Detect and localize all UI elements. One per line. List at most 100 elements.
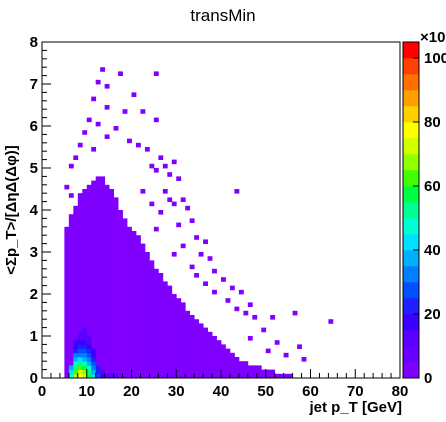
- heatmap-column: [118, 210, 123, 378]
- heatmap-cell: [243, 310, 249, 316]
- heatmap-column: [104, 184, 110, 378]
- heatmap-cell-high: [100, 369, 106, 375]
- heatmap-column: [212, 336, 217, 378]
- heatmap-column: [171, 294, 177, 378]
- x-tick-label: 40: [213, 383, 230, 400]
- heatmap-cell-high: [91, 361, 97, 366]
- heatmap-cell-high: [91, 357, 97, 362]
- heatmap-cell-high: [77, 373, 83, 379]
- heatmap-cell: [82, 130, 88, 135]
- colorbar-axis: 0 20 40 60 80 100: [413, 50, 446, 387]
- heatmap-column: [194, 319, 200, 378]
- x-tick-label: 60: [302, 383, 319, 400]
- colorbar-segment: [403, 42, 419, 59]
- heatmap-cell-high: [82, 331, 88, 337]
- heatmap-cell-high: [86, 336, 92, 341]
- heatmap-cell-high: [86, 340, 92, 345]
- heatmap-cell-high: [109, 373, 115, 379]
- heatmap-cell: [261, 327, 267, 333]
- heatmap-column: [82, 189, 88, 378]
- colorbar-segment: [403, 154, 419, 171]
- heatmap-column: [288, 373, 294, 378]
- heatmap-cell: [153, 71, 159, 76]
- heatmap-cell: [77, 142, 83, 148]
- x-axis-label: jet p_T [GeV]: [308, 399, 402, 416]
- colorbar-segment: [403, 58, 419, 75]
- heatmap-cell-high: [82, 369, 88, 375]
- heatmap-cell-high: [77, 340, 83, 345]
- heatmap-column: [77, 193, 83, 378]
- heatmap-cell-high: [82, 327, 88, 333]
- heatmap-cell: [212, 268, 217, 274]
- colorbar-segment: [403, 314, 419, 331]
- heatmap-cell: [127, 138, 132, 144]
- heatmap-cell: [265, 348, 271, 354]
- heatmap-column: [207, 331, 213, 378]
- heatmap-cell-high: [73, 357, 79, 362]
- x-tick-label: 10: [78, 383, 95, 400]
- y-tick-label: 8: [30, 34, 38, 51]
- heatmap-cell-high: [68, 373, 74, 379]
- heatmap-column: [203, 327, 208, 378]
- heatmap-column: [95, 176, 101, 378]
- colorbar-segment: [403, 250, 419, 267]
- heatmap-cell-high: [77, 344, 83, 349]
- heatmap-cell-high: [86, 373, 92, 379]
- heatmap-cell: [328, 319, 334, 324]
- heatmap-column: [238, 361, 244, 378]
- heatmap-cell: [140, 189, 146, 194]
- heatmap-cell-high: [86, 357, 92, 362]
- heatmap-cell-high: [82, 357, 88, 362]
- heatmap-cell-high: [91, 352, 97, 358]
- x-axis: 0 10 20 30 40 50 60 70 80: [38, 369, 408, 400]
- heatmap-cell-high: [86, 352, 92, 358]
- heatmap-cell: [100, 67, 106, 72]
- heatmap-cell-high: [68, 369, 74, 375]
- heatmap-column: [225, 348, 231, 378]
- heatmap-cell-high: [91, 373, 97, 379]
- heatmap-cell: [203, 239, 208, 244]
- heatmap-column: [252, 365, 258, 378]
- colorbar-segment: [403, 234, 419, 251]
- heatmap-cell: [68, 163, 74, 169]
- y-axis-label: <Σp_T>/[ΔηΔ(Δφ)]: [3, 145, 20, 275]
- heatmap-cell: [162, 189, 168, 194]
- heatmap-cell-high: [91, 348, 97, 354]
- heatmap-cell-high: [86, 369, 92, 375]
- heatmap-cell: [113, 126, 119, 131]
- heatmap-cell-high: [82, 348, 88, 354]
- heatmap-column: [91, 180, 97, 378]
- heatmap-column: [167, 285, 173, 378]
- heatmap-column: [261, 369, 267, 378]
- heatmap-cell: [144, 147, 150, 152]
- heatmap-cell-high: [77, 361, 83, 366]
- heatmap-cell: [167, 172, 173, 177]
- y-tick-label: 0: [30, 370, 38, 387]
- heatmap-cell-high: [77, 336, 83, 341]
- heatmap-cell-high: [82, 365, 88, 370]
- heatmap-cell: [270, 315, 276, 320]
- heatmap-column: [265, 369, 271, 378]
- colorbar-segment: [403, 106, 419, 123]
- heatmap-cells: [64, 67, 334, 379]
- heatmap-cell: [162, 163, 168, 169]
- heatmap-column: [86, 184, 92, 378]
- heatmap-cell: [229, 285, 235, 291]
- heatmap-column: [135, 235, 141, 378]
- colorbar-tick-label: 100: [424, 50, 446, 67]
- heatmap-cell: [171, 252, 177, 257]
- heatmap-cell: [180, 197, 186, 202]
- heatmap-cell: [86, 117, 92, 123]
- y-axis: 0 1 2 3 4 5 6 7 8: [30, 34, 51, 387]
- heatmap-cell-high: [73, 340, 79, 345]
- heatmap-cell: [140, 109, 146, 114]
- heatmap-cell: [158, 155, 164, 160]
- x-tick-label: 0: [38, 383, 46, 400]
- heatmap-cell: [292, 310, 298, 316]
- heatmap-cell: [212, 289, 217, 295]
- heatmap-cell: [167, 197, 173, 202]
- heatmap-cell: [153, 168, 159, 173]
- heatmap-column: [180, 302, 186, 378]
- y-tick-label: 2: [30, 286, 38, 303]
